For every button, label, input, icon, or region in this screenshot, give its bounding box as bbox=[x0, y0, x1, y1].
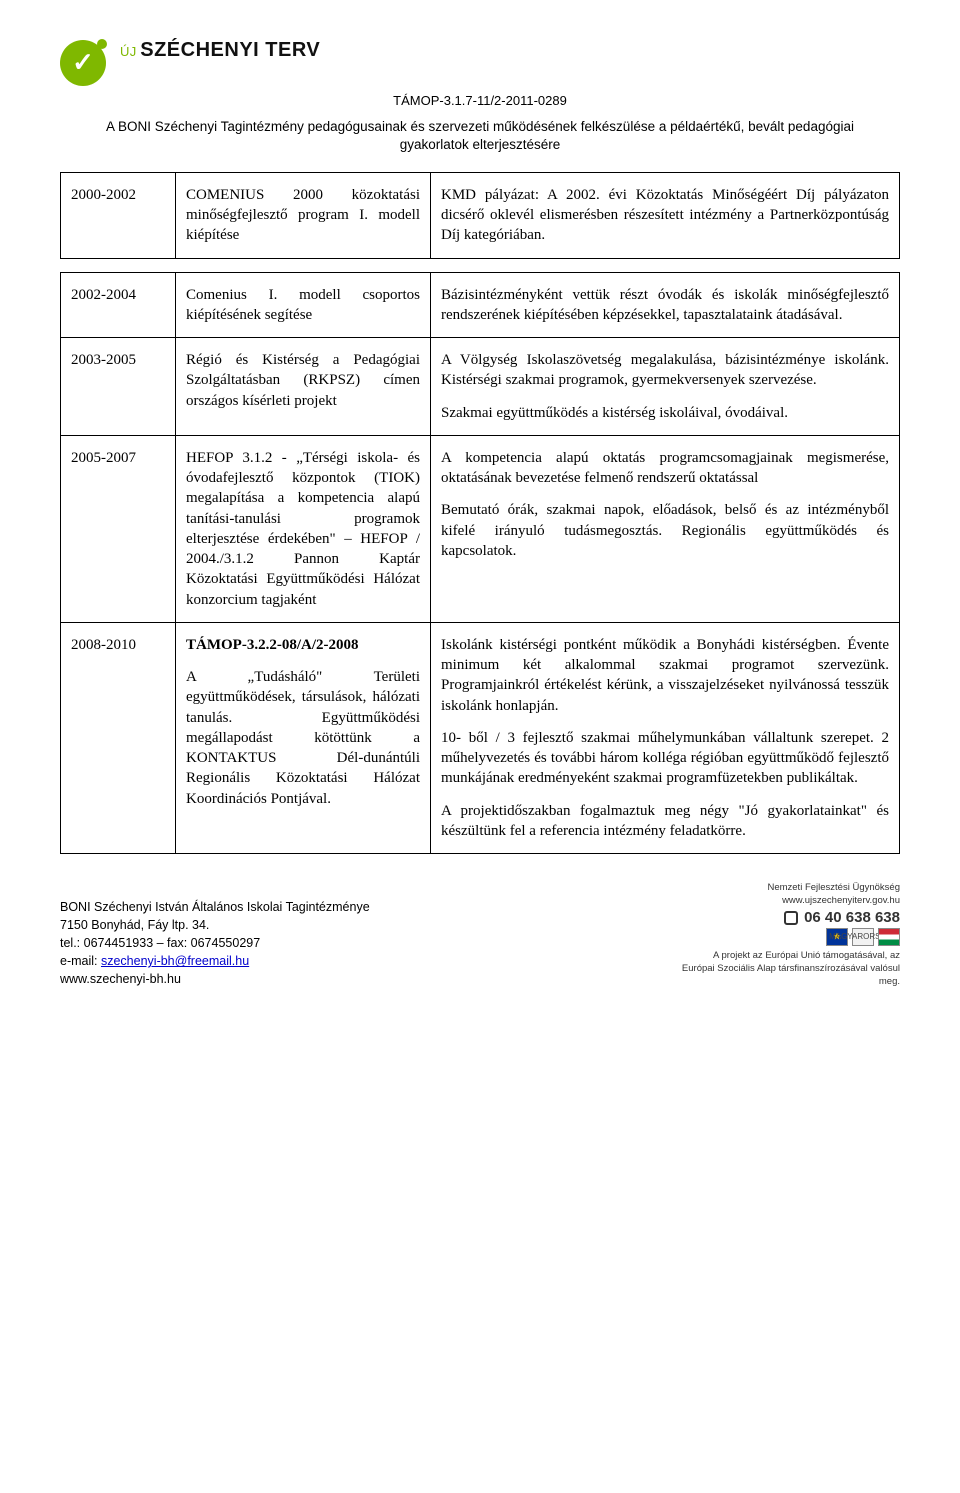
result-paragraph: KMD pályázat: A 2002. évi Közoktatás Min… bbox=[441, 185, 889, 246]
result-paragraph: Bázisintézményként vettük részt óvodák é… bbox=[441, 285, 889, 326]
document-header: ✓ ÚJ SZÉCHENYI TERV bbox=[60, 40, 900, 86]
year-cell: 2002-2004 bbox=[61, 272, 176, 338]
program-code: TÁMOP-3.2.2-08/A/2-2008 bbox=[186, 635, 420, 655]
agency-url: www.ujszechenyiterv.gov.hu bbox=[680, 895, 900, 908]
table-row: 2003-2005 Régió és Kistérség a Pedagógia… bbox=[61, 338, 900, 436]
szechenyi-logo-icon: ✓ bbox=[60, 40, 106, 86]
table-row: 2005-2007 HEFOP 3.1.2 - „Térségi iskola-… bbox=[61, 435, 900, 622]
email-label: e-mail: bbox=[60, 954, 101, 968]
table-row: 2008-2010 TÁMOP-3.2.2-08/A/2-2008 A „Tud… bbox=[61, 622, 900, 853]
logo-dot-icon bbox=[97, 39, 107, 49]
year-cell: 2000-2002 bbox=[61, 172, 176, 258]
result-paragraph: A Völgység Iskolaszövetség megalakulása,… bbox=[441, 350, 889, 391]
result-paragraph: 10- ből / 3 fejlesztő szakmai műhelymunk… bbox=[441, 728, 889, 789]
result-paragraph: Iskolánk kistérségi pontként működik a B… bbox=[441, 635, 889, 716]
email-link[interactable]: szechenyi-bh@freemail.hu bbox=[101, 954, 249, 968]
checkmark-icon: ✓ bbox=[72, 45, 94, 80]
footer-agency: Nemzeti Fejlesztési Ügynökség www.ujszec… bbox=[680, 882, 900, 988]
result-cell: A Völgység Iskolaszövetség megalakulása,… bbox=[431, 338, 900, 436]
logo-title: SZÉCHENYI TERV bbox=[140, 39, 320, 61]
program-cell: Comenius I. modell csoportos kiépítéséne… bbox=[176, 272, 431, 338]
project-description: A BONI Széchenyi Tagintézmény pedagógusa… bbox=[90, 118, 870, 154]
result-cell: A kompetencia alapú oktatás programcsoma… bbox=[431, 435, 900, 622]
institution-address: 7150 Bonyhád, Fáy ltp. 34. bbox=[60, 916, 370, 934]
table-row: 2002-2004 Comenius I. modell csoportos k… bbox=[61, 272, 900, 338]
institution-phone: tel.: 0674451933 – fax: 0674550297 bbox=[60, 934, 370, 952]
result-cell: KMD pályázat: A 2002. évi Közoktatás Min… bbox=[431, 172, 900, 258]
program-cell: Régió és Kistérség a Pedagógiai Szolgált… bbox=[176, 338, 431, 436]
footer-contact: BONI Széchenyi István Általános Iskolai … bbox=[60, 898, 370, 989]
magyarorszag-badge-icon: MAGYARORSZÁG bbox=[852, 928, 874, 946]
program-cell: TÁMOP-3.2.2-08/A/2-2008 A „Tudásháló" Te… bbox=[176, 622, 431, 853]
year-cell: 2003-2005 bbox=[61, 338, 176, 436]
institution-email-line: e-mail: szechenyi-bh@freemail.hu bbox=[60, 952, 370, 970]
page-footer: BONI Széchenyi István Általános Iskolai … bbox=[60, 882, 900, 988]
logo-prefix: ÚJ bbox=[120, 44, 137, 59]
agency-name: Nemzeti Fejlesztési Ügynökség bbox=[680, 882, 900, 895]
program-cell: COMENIUS 2000 közoktatási minőségfejlesz… bbox=[176, 172, 431, 258]
year-cell: 2008-2010 bbox=[61, 622, 176, 853]
institution-name: BONI Széchenyi István Általános Iskolai … bbox=[60, 898, 370, 916]
result-paragraph: Bemutató órák, szakmai napok, előadások,… bbox=[441, 500, 889, 561]
cofinancing-caption: A projekt az Európai Unió támogatásával,… bbox=[680, 950, 900, 988]
agency-phone: 06 40 638 638 bbox=[804, 908, 900, 928]
result-cell: Iskolánk kistérségi pontként működik a B… bbox=[431, 622, 900, 853]
hungary-flag-icon bbox=[878, 928, 900, 946]
phone-icon bbox=[784, 911, 798, 925]
institution-website: www.szechenyi-bh.hu bbox=[60, 970, 370, 988]
sponsor-badges: ★ MAGYARORSZÁG bbox=[680, 928, 900, 946]
timeline-table: 2000-2002 COMENIUS 2000 közoktatási minő… bbox=[60, 172, 900, 854]
result-paragraph: Szakmai együttműködés a kistérség iskolá… bbox=[441, 403, 889, 423]
agency-phone-row: 06 40 638 638 bbox=[680, 908, 900, 928]
result-cell: Bázisintézményként vettük részt óvodák é… bbox=[431, 272, 900, 338]
table-row: 2000-2002 COMENIUS 2000 közoktatási minő… bbox=[61, 172, 900, 258]
year-cell: 2005-2007 bbox=[61, 435, 176, 622]
program-cell: HEFOP 3.1.2 - „Térségi iskola- és óvodaf… bbox=[176, 435, 431, 622]
program-text: A „Tudásháló" Területi együttműködések, … bbox=[186, 667, 420, 809]
header-text: ÚJ SZÉCHENYI TERV bbox=[120, 40, 900, 62]
result-paragraph: A kompetencia alapú oktatás programcsoma… bbox=[441, 448, 889, 489]
result-paragraph: A projektidőszakban fogalmaztuk meg négy… bbox=[441, 801, 889, 842]
project-code: TÁMOP-3.1.7-11/2-2011-0289 bbox=[60, 92, 900, 110]
